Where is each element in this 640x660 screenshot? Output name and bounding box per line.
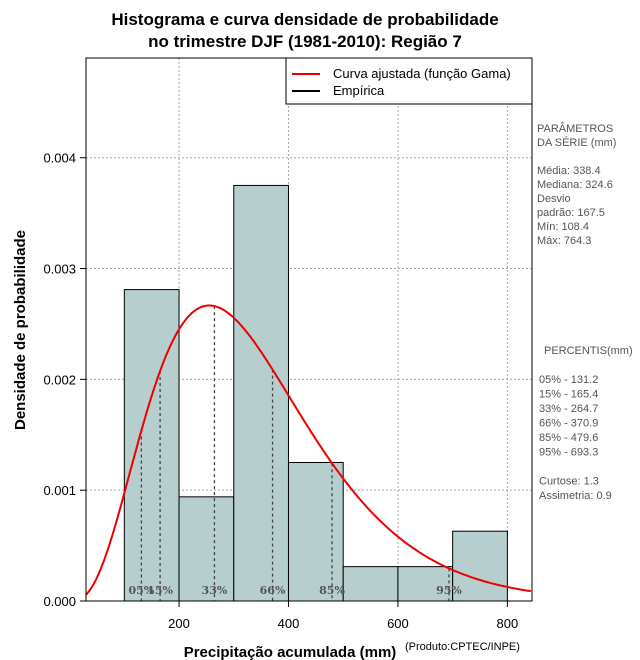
percentis-line: PERCENTIS(mm) bbox=[544, 345, 633, 357]
histogram-bars bbox=[123, 184, 508, 602]
percentile-label: 33% bbox=[202, 584, 228, 597]
params-line: PARÂMETROS bbox=[537, 122, 613, 135]
y-tick-label: 0.004 bbox=[43, 151, 76, 166]
product-credit: (Produto:CPTEC/INPE) bbox=[405, 641, 520, 653]
percentile-label: 66% bbox=[260, 584, 286, 597]
chart-title-line-2: no trimestre DJF (1981-2010): Região 7 bbox=[148, 32, 462, 51]
percentis-line: 05% - 131.2 bbox=[539, 374, 598, 386]
percentis-line: Curtose: 1.3 bbox=[539, 476, 599, 488]
x-axis-label: Precipitação acumulada (mm) bbox=[184, 644, 397, 660]
y-tick-label: 0.001 bbox=[43, 483, 76, 498]
legend: Curva ajustada (função Gama) Empírica bbox=[285, 57, 533, 105]
percentiles-panel: PERCENTIS(mm) 05% - 131.2 15% - 165.4 33% -… bbox=[539, 345, 633, 502]
histogram-bar bbox=[452, 530, 508, 602]
legend-box bbox=[285, 57, 533, 105]
histogram-bar bbox=[123, 289, 180, 602]
x-axis-ticks: 200 400 600 800 bbox=[168, 601, 518, 631]
percentile-labels: 05%15% 33% 66% 85% 95% bbox=[128, 584, 462, 597]
legend-label-empirical: Empírica bbox=[333, 83, 385, 98]
series-parameters-panel: PARÂMETROS DA SÉRIE (mm) Média: 338.4 Medi… bbox=[537, 122, 616, 247]
histogram-bar bbox=[287, 461, 344, 602]
x-tick-label: 200 bbox=[168, 616, 190, 631]
percentis-line: 66% - 370.9 bbox=[539, 418, 598, 430]
x-tick-label: 800 bbox=[497, 616, 519, 631]
params-line: Mediana: 324.6 bbox=[537, 179, 613, 191]
params-line: padrão: 167.5 bbox=[537, 207, 605, 219]
percentis-line: 95% - 693.3 bbox=[539, 447, 598, 459]
percentile-label: 15% bbox=[147, 584, 173, 597]
params-line: Máx: 764.3 bbox=[537, 235, 591, 247]
percentile-label: 95% bbox=[436, 584, 462, 597]
params-line: Média: 338.4 bbox=[537, 165, 601, 177]
x-tick-label: 400 bbox=[278, 616, 300, 631]
histogram-bar bbox=[233, 184, 289, 602]
percentile-label: 85% bbox=[319, 584, 345, 597]
percentis-line: 15% - 165.4 bbox=[539, 389, 598, 401]
percentis-line: 85% - 479.6 bbox=[539, 432, 598, 444]
y-tick-label: 0.002 bbox=[43, 372, 76, 387]
y-tick-label: 0.000 bbox=[43, 594, 76, 609]
params-line: Desvio bbox=[537, 193, 571, 205]
gamma-fit-curve bbox=[85, 304, 532, 596]
y-tick-label: 0.003 bbox=[43, 262, 76, 277]
params-line: DA SÉRIE (mm) bbox=[537, 136, 616, 149]
y-axis-label: Densidade de probabilidade bbox=[12, 230, 29, 430]
percentis-line: 33% - 264.7 bbox=[539, 403, 598, 415]
histogram-bar bbox=[342, 566, 399, 602]
params-line: Mín: 108.4 bbox=[537, 221, 589, 233]
percentile-label: 05% bbox=[128, 584, 154, 597]
y-axis-ticks: 0.000 0.001 0.002 0.003 0.004 bbox=[43, 151, 86, 609]
percentis-line: Assimetria: 0.9 bbox=[539, 490, 612, 502]
legend-label-fit: Curva ajustada (função Gama) bbox=[333, 66, 511, 81]
percentile-markers bbox=[140, 306, 450, 601]
x-tick-label: 600 bbox=[387, 616, 409, 631]
chart-title-line-1: Histograma e curva densidade de probabil… bbox=[111, 10, 498, 29]
